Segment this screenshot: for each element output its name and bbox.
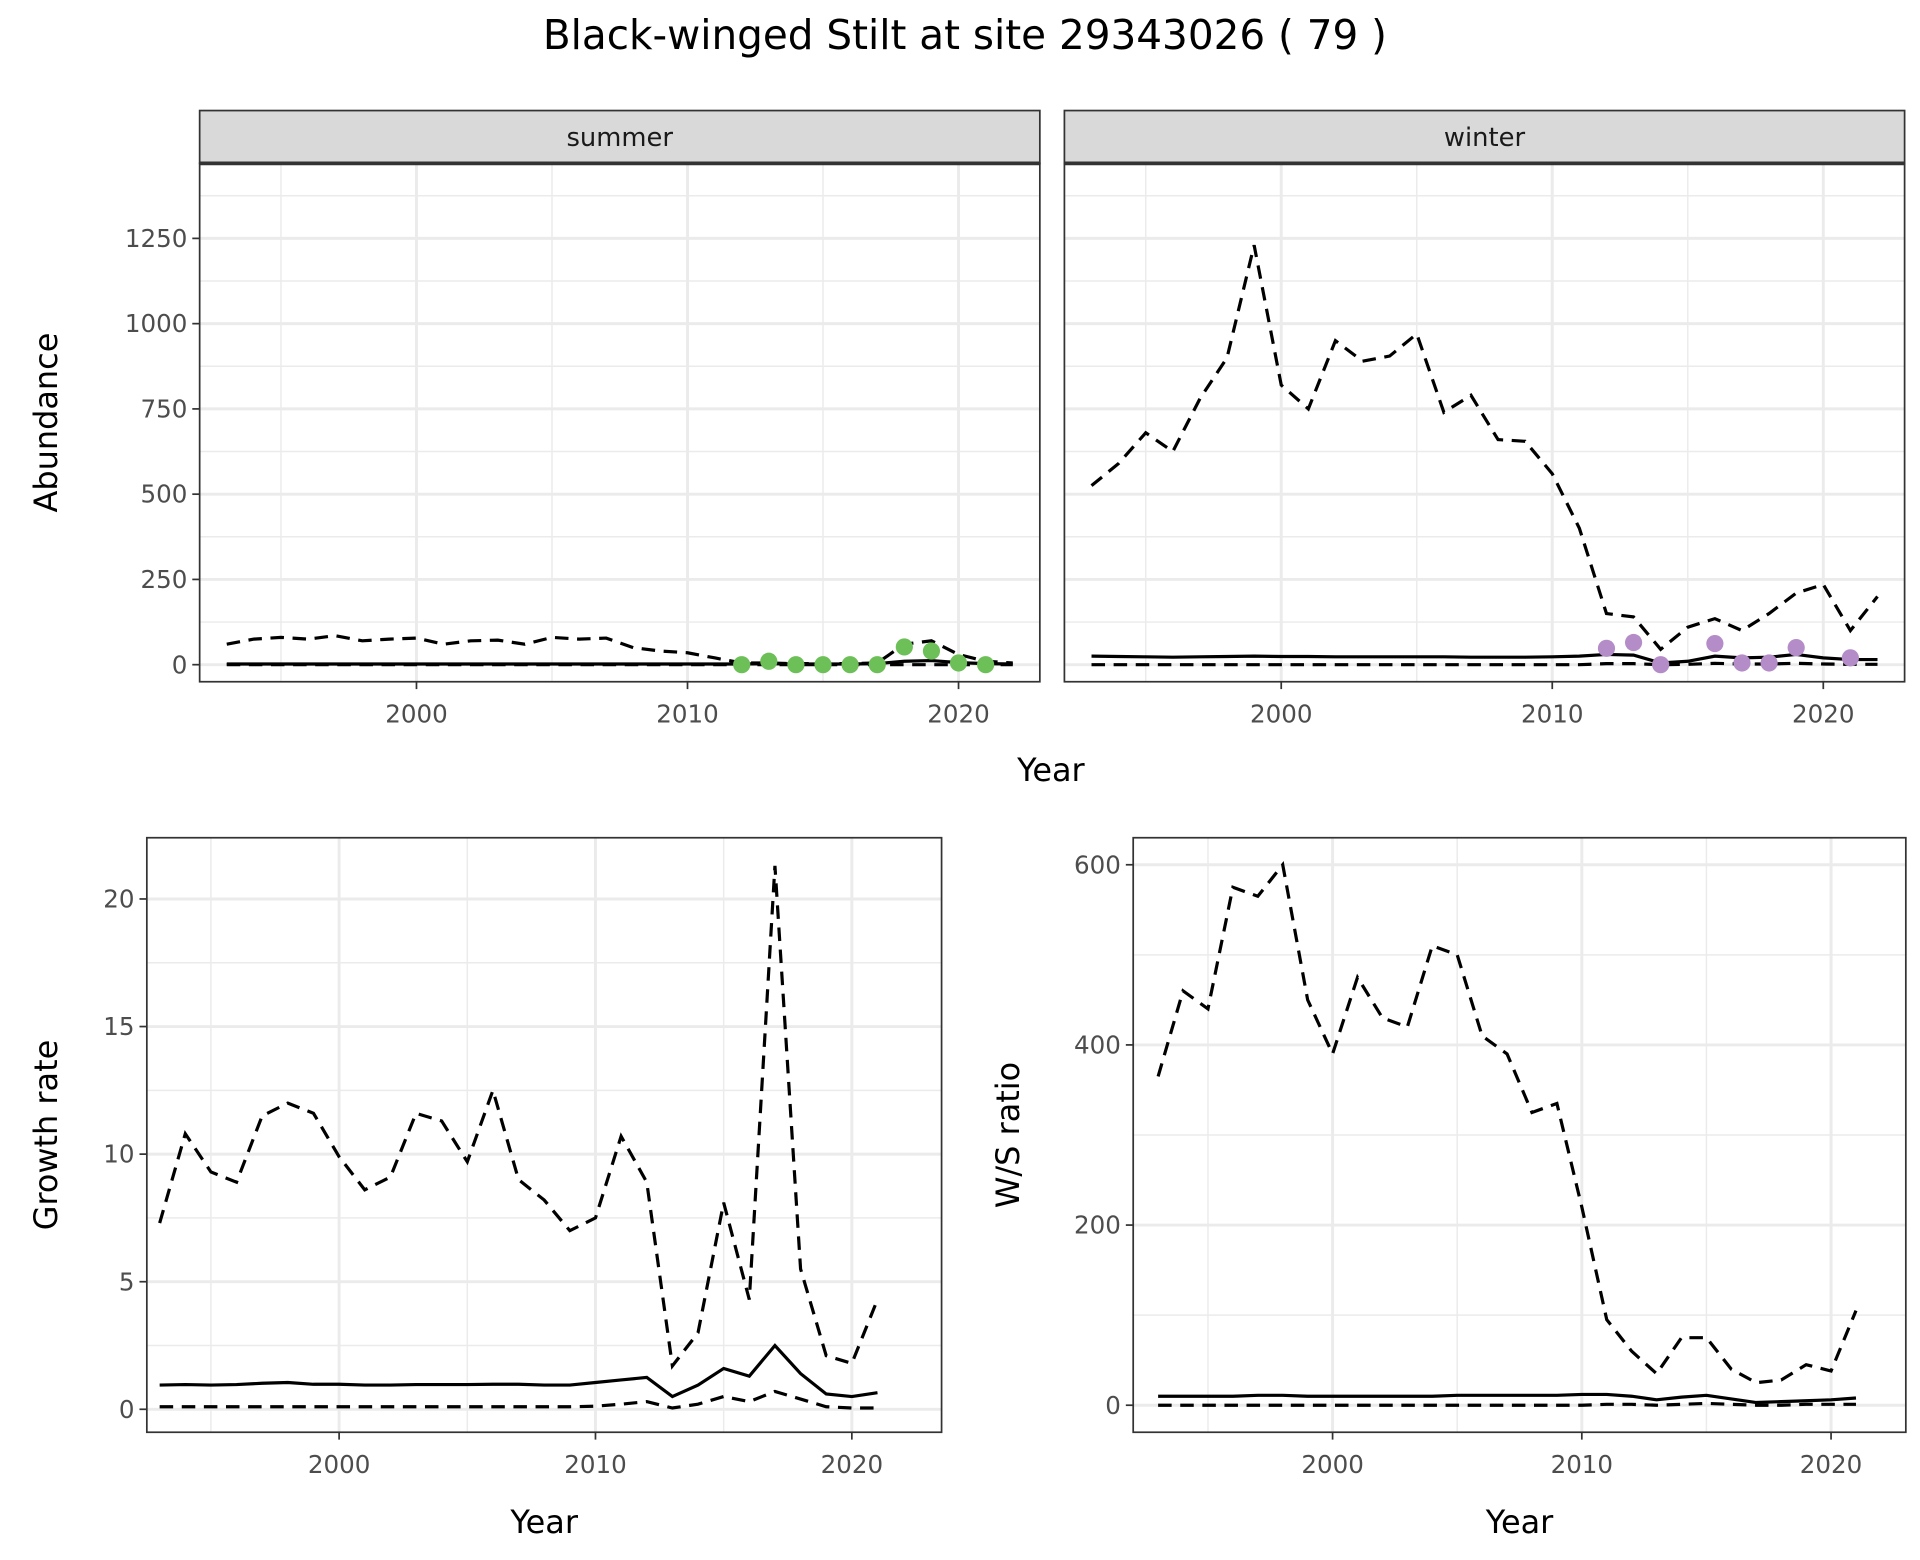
y-tick-label: 1250 xyxy=(125,224,187,253)
data-point xyxy=(1841,649,1859,667)
series-line-upper-dashed xyxy=(226,634,1013,666)
data-point xyxy=(1733,654,1751,672)
facet-strip xyxy=(198,109,1041,165)
data-point xyxy=(1787,639,1805,657)
y-tick-label: 600 xyxy=(1074,850,1121,879)
x-tick-label: 2020 xyxy=(927,699,989,728)
y-tick-label: 15 xyxy=(103,1012,134,1041)
facet-strip xyxy=(1063,109,1906,165)
y-tick-label: 0 xyxy=(119,1395,135,1424)
x-tick-label: 2020 xyxy=(1792,699,1854,728)
y-tick-label: 0 xyxy=(1105,1391,1121,1420)
figure-title: Black-winged Stilt at site 29343026 ( 79… xyxy=(543,11,1387,59)
data-point xyxy=(868,656,886,674)
y-tick-label: 5 xyxy=(119,1267,135,1296)
y-tick-label: 10 xyxy=(103,1140,134,1169)
x-tick-label: 2000 xyxy=(308,1450,370,1479)
data-point xyxy=(1706,634,1724,653)
y-tick-label: 500 xyxy=(141,480,188,509)
data-point xyxy=(814,656,832,674)
y-axis-title: W/S ratio xyxy=(989,1062,1027,1208)
y-tick-label: 750 xyxy=(141,395,188,424)
data-point xyxy=(977,656,995,674)
data-point xyxy=(895,638,913,656)
x-tick-label: 2000 xyxy=(1301,1450,1363,1479)
y-axis-title: Growth rate xyxy=(27,1040,65,1231)
series-line-lower-dashed xyxy=(1158,1401,1856,1407)
y-tick-label: 0 xyxy=(172,650,188,679)
x-tick-label: 2010 xyxy=(1521,699,1583,728)
series-line-solid xyxy=(159,1343,878,1399)
data-point xyxy=(1597,639,1616,657)
y-tick-label: 1000 xyxy=(125,309,187,338)
data-point xyxy=(922,642,941,660)
series-line-upper-dashed xyxy=(1156,861,1858,1385)
series-line-upper-dashed xyxy=(158,865,879,1370)
panel-border xyxy=(145,836,943,1434)
data-point xyxy=(841,656,859,674)
data-point xyxy=(733,656,751,674)
x-tick-label: 2020 xyxy=(1800,1450,1862,1479)
series-line-solid xyxy=(1091,652,1878,665)
x-axis-title: Year xyxy=(1016,751,1085,789)
facet-label: winter xyxy=(1444,123,1526,153)
panel-border xyxy=(1063,162,1906,683)
data-point xyxy=(760,652,778,670)
data-point xyxy=(1652,656,1670,674)
x-axis-title: Year xyxy=(509,1503,578,1541)
series-line-lower-dashed xyxy=(159,1389,878,1410)
y-tick-label: 200 xyxy=(1074,1211,1121,1240)
data-point xyxy=(1624,633,1643,652)
panel-growth-rate: 2000 2010 2020 0 5 10 15 20 Year Growth rate xyxy=(27,836,943,1541)
data-point xyxy=(949,654,968,672)
x-tick-label: 2000 xyxy=(1250,699,1312,728)
y-tick-label: 250 xyxy=(141,565,188,594)
x-axis-title: Year xyxy=(1485,1503,1554,1541)
x-tick-label: 2000 xyxy=(385,699,447,728)
panel-w-s-ratio: 2000 2010 2020 0 200 400 600 Year W/S ratio xyxy=(989,836,1907,1541)
panel-border xyxy=(1132,836,1907,1434)
series-line-solid xyxy=(1158,1392,1857,1405)
data-point xyxy=(787,656,805,674)
y-tick-label: 400 xyxy=(1074,1031,1121,1060)
x-tick-label: 2020 xyxy=(821,1450,883,1479)
x-tick-label: 2010 xyxy=(656,699,718,728)
panel-border xyxy=(198,162,1041,683)
panel-winter: winter 2000 2010 2020 xyxy=(1063,109,1906,728)
y-tick-label: 20 xyxy=(103,885,134,914)
facet-label: summer xyxy=(567,123,674,153)
panel-summer: summer 2000 2010 2020 0 250 500 750 1000 1250 Year… xyxy=(27,109,1086,789)
x-tick-label: 2010 xyxy=(564,1450,626,1479)
data-point xyxy=(1760,654,1778,672)
series-line-upper-dashed xyxy=(1090,244,1879,652)
x-tick-label: 2010 xyxy=(1551,1450,1613,1479)
y-axis-title: Abundance xyxy=(27,333,65,513)
